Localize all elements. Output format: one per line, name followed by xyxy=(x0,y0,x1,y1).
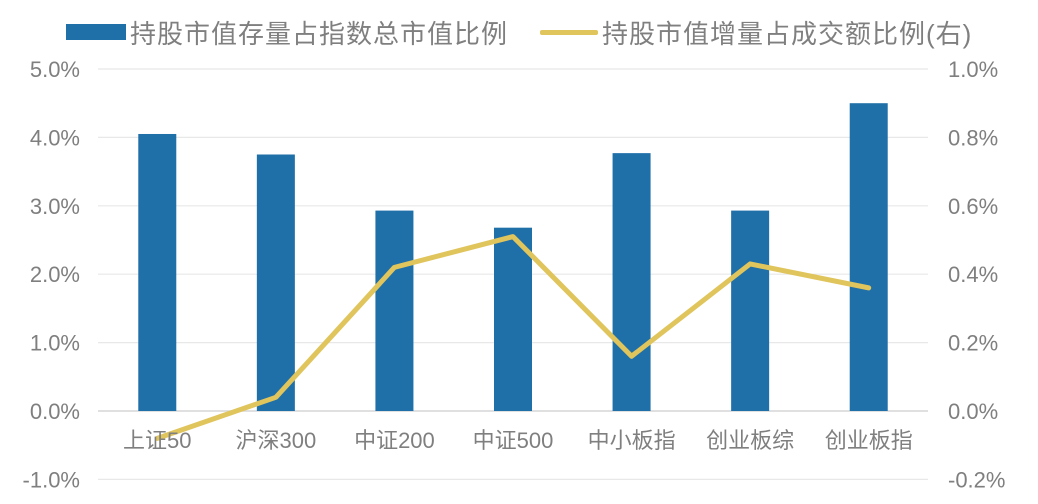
legend-item-line-series: 持股市值增量占成交额比例(右) xyxy=(540,12,972,52)
x-axis-category-label: 中小板指 xyxy=(588,428,676,453)
left-axis-tick-label: 4.0% xyxy=(30,125,80,150)
left-axis-tick-label: -1.0% xyxy=(23,467,80,492)
left-axis-tick-label: 1.0% xyxy=(30,331,80,356)
right-axis-tick-label: 0.0% xyxy=(948,399,998,424)
bar xyxy=(731,210,770,411)
chart-legend: 持股市值存量占指数总市值比例 持股市值增量占成交额比例(右) xyxy=(0,12,1038,52)
x-axis-category-label: 创业板指 xyxy=(825,428,913,453)
bar xyxy=(849,103,888,411)
bar xyxy=(612,153,651,411)
bar xyxy=(256,154,295,411)
right-axis-tick-label: -0.2% xyxy=(948,467,1005,492)
bar xyxy=(375,210,414,411)
right-axis-tick-label: 0.6% xyxy=(948,194,998,219)
legend-label-line-series: 持股市值增量占成交额比例(右) xyxy=(602,18,973,49)
line-series xyxy=(154,234,872,441)
x-axis-category-label: 创业板综 xyxy=(706,428,794,453)
x-axis-category-label: 沪深300 xyxy=(235,428,316,453)
bar xyxy=(494,227,532,411)
x-axis-category-label: 中证500 xyxy=(473,428,554,453)
left-axis-tick-label: 2.0% xyxy=(30,262,80,287)
right-axis-tick-label: 0.8% xyxy=(948,125,998,150)
x-axis-category-label: 中证200 xyxy=(354,428,435,453)
legend-label-bar-series: 持股市值存量占指数总市值比例 xyxy=(130,18,509,49)
left-axis-tick-label: 0.0% xyxy=(30,399,80,424)
bar-series-swatch-icon xyxy=(66,24,126,40)
left-axis-tick-label: 5.0% xyxy=(30,57,80,82)
right-axis-tick-label: 0.2% xyxy=(948,331,998,356)
left-axis-tick-label: 3.0% xyxy=(30,194,80,219)
right-axis-tick-label: 1.0% xyxy=(948,57,998,82)
right-axis-tick-label: 0.4% xyxy=(948,262,998,287)
bar xyxy=(138,133,177,412)
line-series-swatch-icon xyxy=(540,29,598,35)
x-axis-category-label: 上证50 xyxy=(123,428,191,453)
legend-item-bar-series: 持股市值存量占指数总市值比例 xyxy=(66,12,508,52)
